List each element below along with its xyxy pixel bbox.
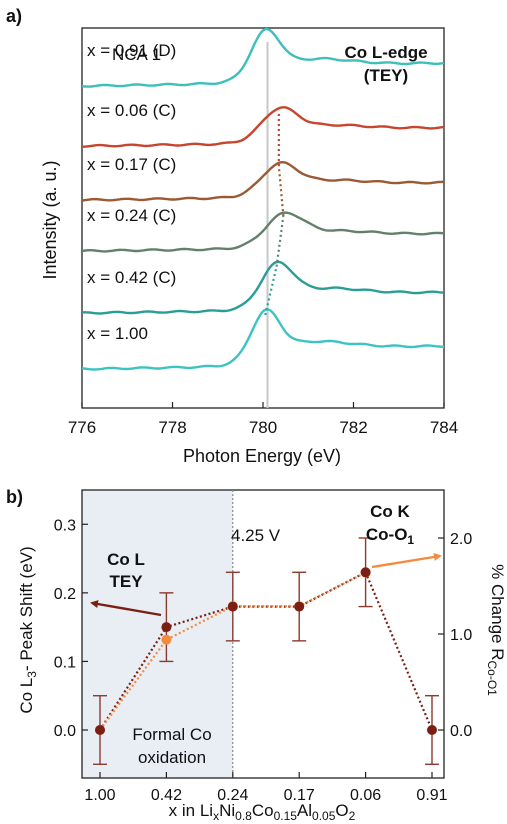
- peak-tracking-dots: [264, 110, 285, 316]
- spectrum-label: x = 0.06 (C): [87, 101, 176, 120]
- voltage-label: 4.25 V: [231, 526, 281, 545]
- panel-a-label: a): [6, 6, 22, 26]
- x-tick-label: 0.24: [217, 787, 248, 804]
- data-point: [294, 601, 305, 612]
- series-arrows: [90, 553, 442, 617]
- panel-b-y-label-right: % Change RCo-O1: [485, 564, 507, 696]
- panel-a: a) x = 0.91 (D)x = 0.06 (C)x = 0.17 (C)x…: [6, 6, 458, 466]
- peak-track-segment: [277, 165, 285, 217]
- spectra-labels: x = 0.91 (D) x = 0.06 (C) x = 0.17 (C) x = …: [87, 41, 176, 343]
- spectrum-label: x = 0.42 (C): [87, 268, 176, 287]
- x-tick-label: 0.91: [416, 787, 447, 804]
- co-k-label-sub: 1: [407, 533, 414, 547]
- label-part: 2: [349, 809, 356, 823]
- co-k-arrow: [371, 553, 442, 569]
- y-tick-label-left: 0.3: [54, 517, 76, 534]
- oxidation-label-line1: Formal Co: [132, 725, 211, 744]
- panel-b: b) 1.00 0.42 0.24 0.17 0.06 0.91 0.0 0.1 0.2 0.3 0…: [6, 487, 507, 823]
- label-part: x in Li: [169, 801, 213, 820]
- data-points: [95, 567, 437, 735]
- spectrum-label: x = 1.00: [87, 324, 148, 343]
- spectrum-line: [81, 27, 445, 88]
- x-tick-label: 784: [430, 418, 458, 437]
- x-tick-label: 776: [68, 418, 96, 437]
- series-line: [99, 570, 434, 731]
- y-tick-label-left: 0.0: [54, 723, 76, 740]
- co-l-arrow: [90, 600, 162, 617]
- label-part: 0.05: [312, 809, 336, 823]
- x-tick-label: 0.06: [350, 787, 381, 804]
- spectrum-line: [81, 211, 445, 253]
- spectrum-label: x = 0.91 (D): [87, 41, 176, 60]
- label-part: Al: [297, 801, 312, 820]
- spectrum-line: [81, 260, 445, 315]
- data-point: [161, 634, 172, 645]
- data-point: [360, 567, 371, 578]
- label-part: % Change R: [488, 564, 507, 660]
- x-tick-label: 780: [249, 418, 277, 437]
- x-tick-label: 0.17: [284, 787, 315, 804]
- data-point: [95, 725, 105, 735]
- edge-label-line1: Co L-edge: [344, 43, 427, 62]
- panel-b-ticks: 1.00 0.42 0.24 0.17 0.06 0.91 0.0 0.1 0.2 0.3 0.0 1…: [54, 517, 473, 804]
- spectrum-label: x = 0.24 (C): [87, 206, 176, 225]
- co-l-label-line1: Co L: [107, 550, 145, 569]
- co-l-label-line2: TEY: [109, 572, 143, 591]
- y-tick-label-left: 0.2: [54, 586, 76, 603]
- y-tick-label-right: 0.0: [450, 723, 472, 740]
- x-tick-label: 0.42: [151, 787, 182, 804]
- y-tick-label-left: 0.1: [54, 654, 76, 671]
- label-part: 3: [25, 671, 39, 678]
- peak-track-segment: [264, 266, 278, 316]
- panel-b-x-label: x in LixNi0.8Co0.15Al0.05O2: [169, 801, 356, 823]
- data-point: [161, 622, 172, 633]
- data-point: [227, 601, 238, 612]
- panel-b-y-label-left: Co L3- Peak Shift (eV): [17, 546, 39, 713]
- x-tick-label: 1.00: [84, 787, 115, 804]
- label-part: Co L: [17, 678, 36, 714]
- co-k-label-main: Co-O: [366, 525, 408, 544]
- peak-track-segment: [275, 215, 285, 267]
- spectrum-line: [82, 106, 445, 148]
- panel-a-x-ticks: 776 778 780 782 784: [68, 402, 458, 437]
- spectrum-line: [81, 308, 444, 371]
- label-part: O: [335, 801, 348, 820]
- edge-label-line2: (TEY): [364, 66, 408, 85]
- label-part: Co: [252, 801, 274, 820]
- oxidation-label-line2: oxidation: [138, 748, 206, 767]
- label-part: x: [213, 809, 219, 823]
- label-part: 0.15: [274, 809, 298, 823]
- data-point: [427, 725, 437, 735]
- spectrum-line: [81, 160, 445, 202]
- panel-a-x-label: Photon Energy (eV): [183, 446, 341, 466]
- co-k-label-line1: Co K: [370, 502, 410, 521]
- x-tick-label: 782: [339, 418, 367, 437]
- label-part: - Peak Shift (eV): [17, 546, 36, 671]
- y-tick-label-right: 2.0: [450, 531, 472, 548]
- spectra: [81, 27, 445, 371]
- formal-oxidation-shade: [82, 490, 233, 778]
- label-part: Co-O1: [485, 661, 499, 697]
- panel-a-y-label: Intensity (a. u.): [40, 160, 60, 279]
- label-part: Ni: [219, 801, 235, 820]
- x-tick-label: 778: [158, 418, 186, 437]
- co-k-label-line2: Co-O1: [366, 525, 415, 547]
- sample-label: NCA 1: [112, 45, 161, 64]
- panel-b-label: b): [6, 487, 23, 507]
- y-tick-label-right: 1.0: [450, 627, 472, 644]
- label-part: 0.8: [235, 809, 252, 823]
- spectrum-label: x = 0.17 (C): [87, 155, 176, 174]
